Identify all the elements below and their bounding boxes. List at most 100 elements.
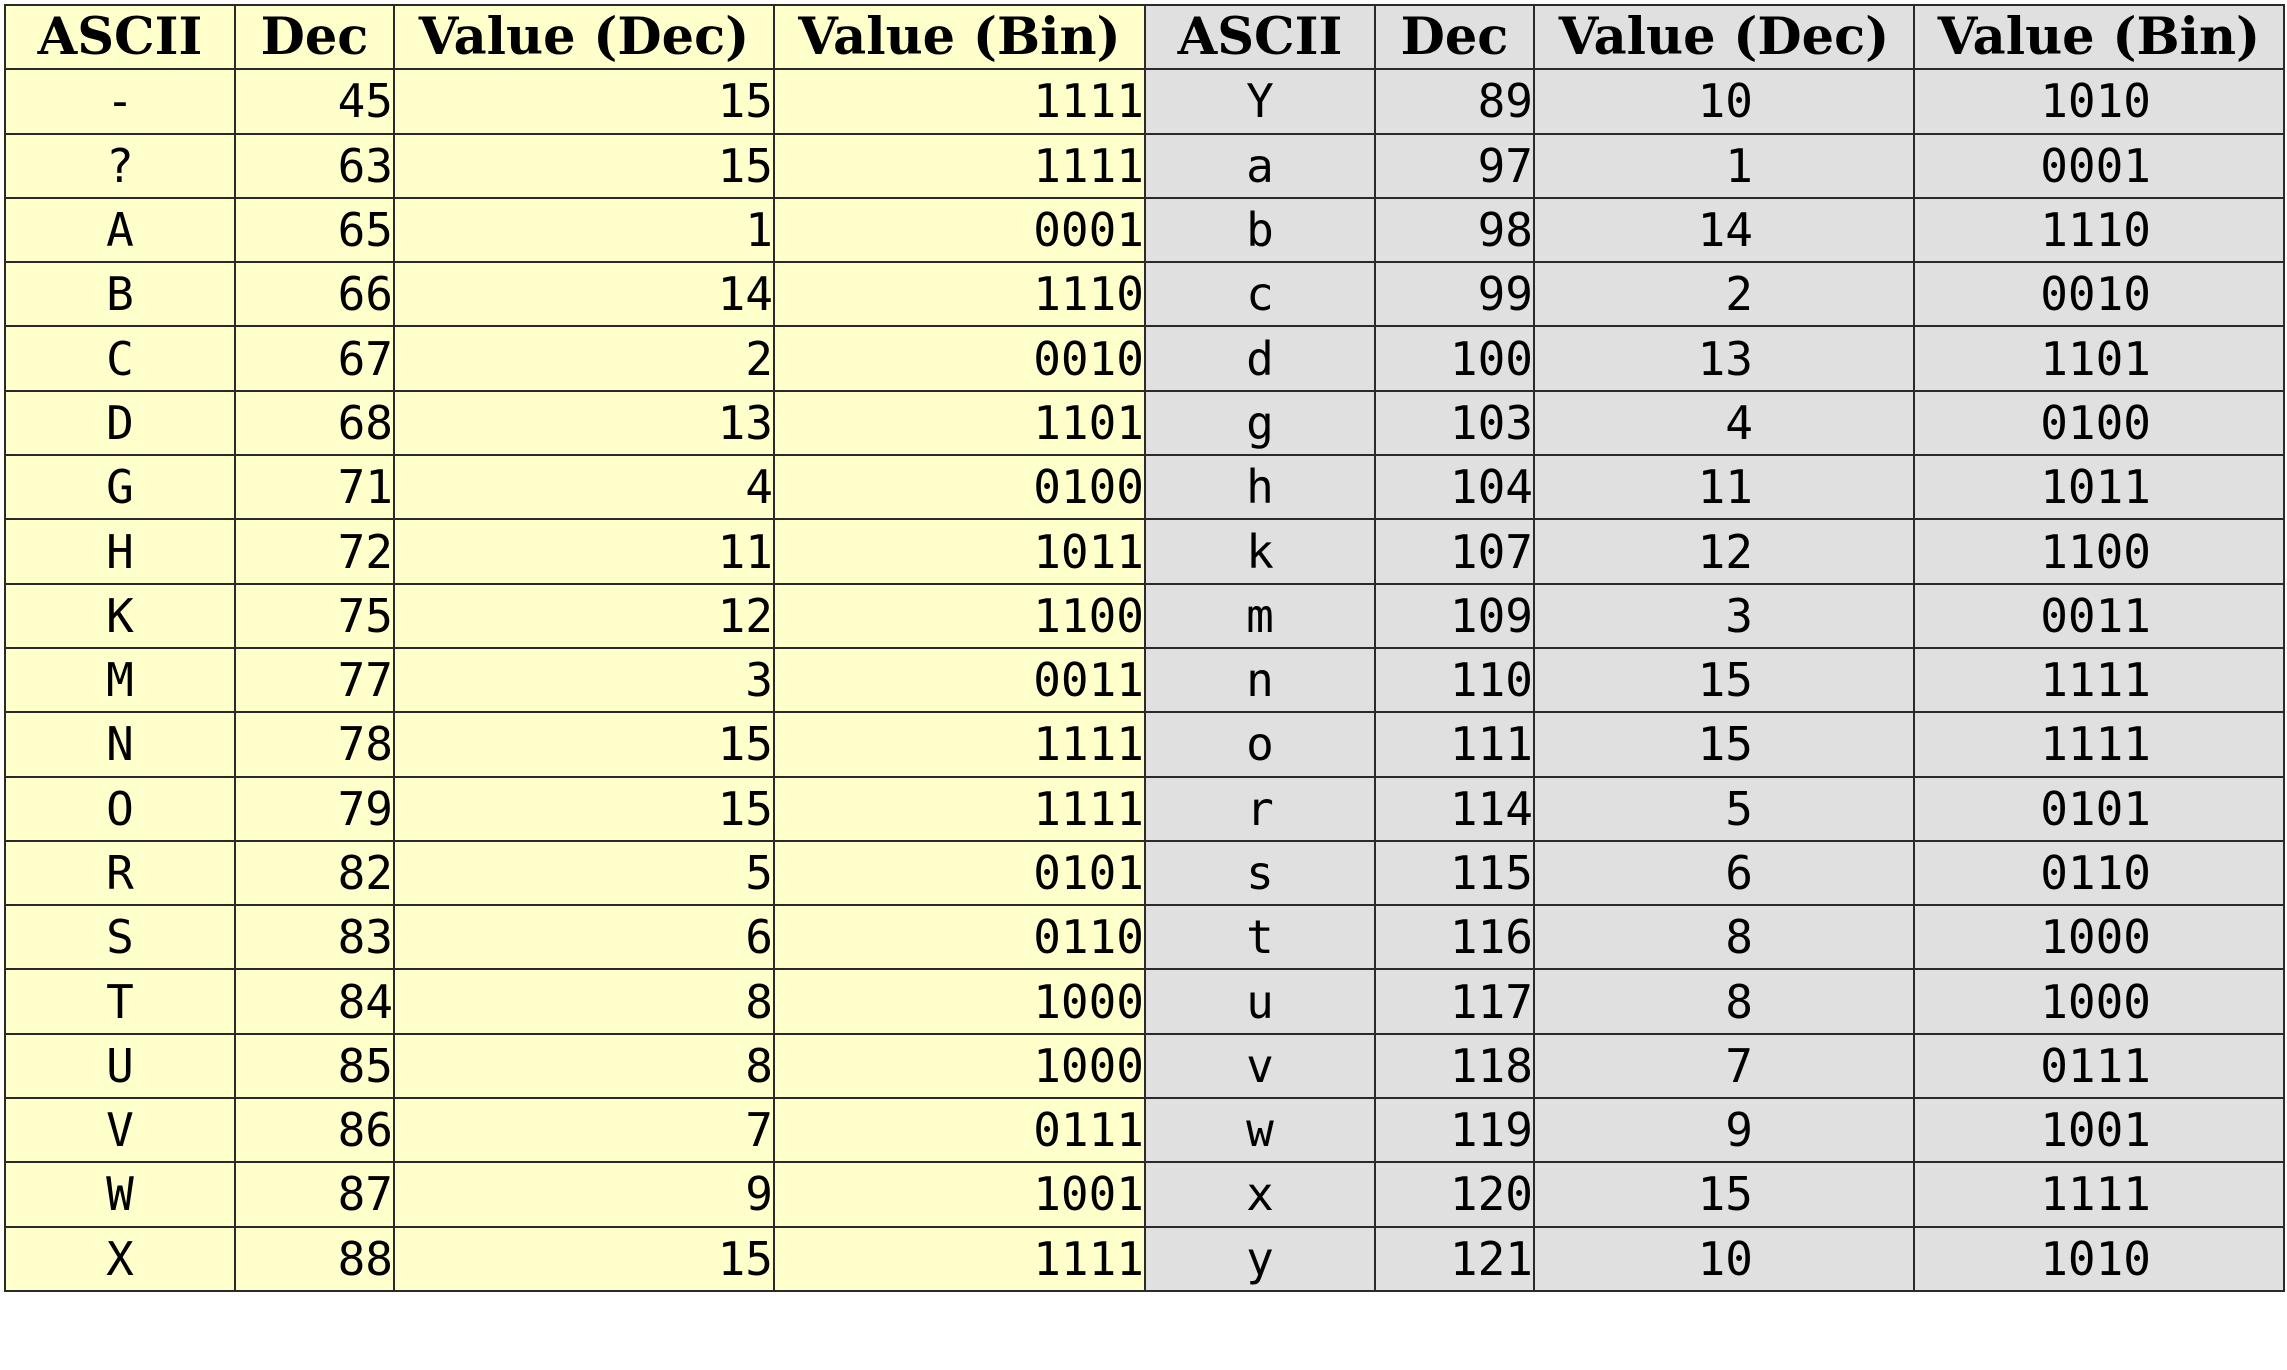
right-value-dec-cell: 1 xyxy=(1533,132,1915,199)
table-row: M 77 3 0011 n 110 15 1111 xyxy=(4,646,2285,714)
left-value-bin-cell: 0101 xyxy=(773,839,1146,907)
right-ascii-char-cell: m xyxy=(1144,582,1376,649)
right-value-dec-cell: 15 xyxy=(1533,646,1915,714)
right-value-dec-cell: 9 xyxy=(1533,1097,1915,1164)
table-body: -45 15 1111 Y 89 10 1010? 63 15 1111 a 97 1 0001 A 65 1 0… xyxy=(4,68,2285,1292)
left-value-dec-cell: 15 xyxy=(393,132,775,199)
left-dec-cell: 85 xyxy=(234,1032,395,1100)
table-row: K 75 12 1100 m 109 3 0011 xyxy=(4,582,2285,649)
ascii-value-table: ASCII Dec Value (Dec) Value (Bin) ASCII … xyxy=(4,3,2285,1292)
left-dec-cell: 71 xyxy=(234,454,395,521)
right-value-bin-cell: 1110 xyxy=(1913,196,2285,264)
left-value-bin-cell: 1110 xyxy=(773,261,1146,328)
right-value-bin-cell: 1101 xyxy=(1913,325,2285,392)
right-dec-cell: 120 xyxy=(1374,1161,1535,1228)
right-value-bin-cell: 1001 xyxy=(1913,1097,2285,1164)
left-value-bin-cell: 0111 xyxy=(773,1097,1146,1164)
right-value-dec-cell: 3 xyxy=(1533,582,1915,649)
table-row: S 83 6 0110 t 116 8 1000 xyxy=(4,904,2285,971)
table-row: N 78 15 1111 o 111 15 1111 xyxy=(4,711,2285,778)
right-dec-cell: 111 xyxy=(1374,711,1535,778)
left-value-bin-cell: 1011 xyxy=(773,518,1146,585)
left-ascii-char-cell: H xyxy=(4,518,236,585)
left-value-bin-cell: 1100 xyxy=(773,582,1146,649)
right-ascii-char-cell: k xyxy=(1144,518,1376,585)
left-dec-cell: 77 xyxy=(234,646,395,714)
left-value-dec-cell: 15 xyxy=(393,711,775,778)
right-value-dec-cell: 15 xyxy=(1533,1161,1915,1228)
right-dec-cell: 110 xyxy=(1374,646,1535,714)
left-value-dec-cell: 1 xyxy=(393,196,775,264)
right-ascii-char-cell: d xyxy=(1144,325,1376,392)
left-value-bin-cell: 0011 xyxy=(773,646,1146,714)
table-row: B 66 14 1110 c 99 2 0010 xyxy=(4,261,2285,328)
left-dec-cell: 83 xyxy=(234,904,395,971)
left-value-bin-cell: 0001 xyxy=(773,196,1146,264)
header-left-dec: Dec xyxy=(234,3,395,71)
left-value-bin-cell: 0100 xyxy=(773,454,1146,521)
left-value-dec-cell: 5 xyxy=(393,839,775,907)
right-value-bin-cell: 0001 xyxy=(1913,132,2285,199)
right-value-bin-cell: 1000 xyxy=(1913,968,2285,1035)
right-dec-cell: 115 xyxy=(1374,839,1535,907)
right-value-dec-cell: 2 xyxy=(1533,261,1915,328)
right-ascii-char-cell: o xyxy=(1144,711,1376,778)
left-value-dec-cell: 13 xyxy=(393,389,775,457)
table-header-row: ASCII Dec Value (Dec) Value (Bin) ASCII … xyxy=(4,3,2285,71)
left-dec-cell: 79 xyxy=(234,775,395,842)
right-value-bin-cell: 0111 xyxy=(1913,1032,2285,1100)
right-value-bin-cell: 1100 xyxy=(1913,518,2285,585)
left-dec-cell: 82 xyxy=(234,839,395,907)
left-value-bin-cell: 1000 xyxy=(773,1032,1146,1100)
right-dec-cell: 98 xyxy=(1374,196,1535,264)
left-dec-cell: 88 xyxy=(234,1225,395,1292)
right-ascii-char-cell: h xyxy=(1144,454,1376,521)
left-ascii-char-cell: N xyxy=(4,711,236,778)
table-row: D 68 13 1101 g 103 4 0100 xyxy=(4,389,2285,457)
left-dec-cell: 66 xyxy=(234,261,395,328)
table-row: G 71 4 0100 h 104 11 1011 xyxy=(4,454,2285,521)
right-value-bin-cell: 0101 xyxy=(1913,775,2285,842)
right-value-dec-cell: 11 xyxy=(1533,454,1915,521)
right-dec-cell: 118 xyxy=(1374,1032,1535,1100)
left-value-dec-cell: 12 xyxy=(393,582,775,649)
right-dec-cell: 119 xyxy=(1374,1097,1535,1164)
right-value-dec-cell: 4 xyxy=(1533,389,1915,457)
right-value-dec-cell: 6 xyxy=(1533,839,1915,907)
left-value-dec-cell: 15 xyxy=(393,1225,775,1292)
right-dec-cell: 117 xyxy=(1374,968,1535,1035)
right-dec-cell: 121 xyxy=(1374,1225,1535,1292)
left-dec-cell: 75 xyxy=(234,582,395,649)
left-ascii-char-cell: D xyxy=(4,389,236,457)
left-ascii-char-cell: O xyxy=(4,775,236,842)
left-value-dec-cell: 2 xyxy=(393,325,775,392)
right-dec-cell: 114 xyxy=(1374,775,1535,842)
right-value-bin-cell: 1011 xyxy=(1913,454,2285,521)
right-ascii-char-cell: x xyxy=(1144,1161,1376,1228)
table-row: X 88 15 1111 y 121 10 1010 xyxy=(4,1225,2285,1292)
left-ascii-char-cell: B xyxy=(4,261,236,328)
right-dec-cell: 104 xyxy=(1374,454,1535,521)
right-value-bin-cell: 1010 xyxy=(1913,68,2285,135)
left-value-bin-cell: 1001 xyxy=(773,1161,1146,1228)
left-value-bin-cell: 1111 xyxy=(773,711,1146,778)
left-dec-cell: 87 xyxy=(234,1161,395,1228)
left-value-dec-cell: 4 xyxy=(393,454,775,521)
right-ascii-char-cell: a xyxy=(1144,132,1376,199)
right-value-bin-cell: 0011 xyxy=(1913,582,2285,649)
right-value-dec-cell: 13 xyxy=(1533,325,1915,392)
right-value-dec-cell: 10 xyxy=(1533,1225,1915,1292)
left-value-bin-cell: 0010 xyxy=(773,325,1146,392)
right-value-dec-cell: 12 xyxy=(1533,518,1915,585)
right-value-dec-cell: 14 xyxy=(1533,196,1915,264)
left-ascii-char-cell: C xyxy=(4,325,236,392)
table-row: R 82 5 0101 s 115 6 0110 xyxy=(4,839,2285,907)
right-ascii-char-cell: y xyxy=(1144,1225,1376,1292)
header-left-value-dec: Value (Dec) xyxy=(393,3,775,71)
left-ascii-char-cell: U xyxy=(4,1032,236,1100)
right-dec-cell: 103 xyxy=(1374,389,1535,457)
left-value-dec-cell: 11 xyxy=(393,518,775,585)
left-value-bin-cell: 1000 xyxy=(773,968,1146,1035)
right-dec-cell: 97 xyxy=(1374,132,1535,199)
left-value-dec-cell: 15 xyxy=(393,68,775,135)
